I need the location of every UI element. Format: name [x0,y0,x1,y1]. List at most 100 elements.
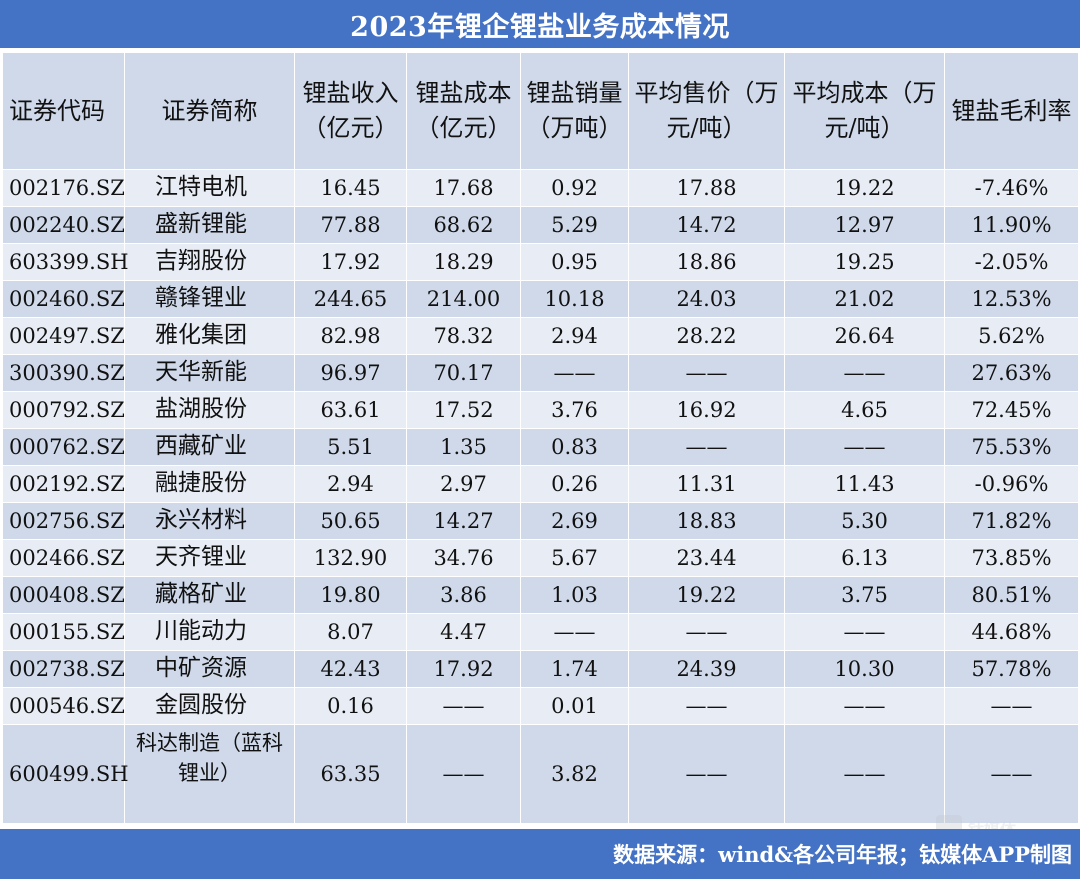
cell-margin: 57.78% [944,650,1079,688]
cell-volume: 10.18 [520,280,629,318]
cell-cost: 18.29 [406,243,521,281]
cell-revenue: 5.51 [294,428,407,466]
cell-margin: 11.90% [944,206,1079,244]
cell-avg-cost: 19.25 [784,243,945,281]
cell-avg-cost: —— [784,724,945,824]
cell-name: 川能动力 [124,613,295,651]
cell-name: 盐湖股份 [124,391,295,429]
cell-revenue: 19.80 [294,576,407,614]
cell-name: 科达制造（蓝科锂业） [124,724,295,824]
table-row: 000546.SZ 金圆股份 0.16 —— 0.01 —— —— —— [2,687,1079,725]
cost-table: 证券代码 证券简称 锂盐收入（亿元） 锂盐成本（亿元） 锂盐销量（万吨） 平均售… [2,52,1079,824]
table-title: 2023年锂企锂盐业务成本情况 [0,0,1080,48]
cell-code: 000408.SZ [2,576,125,614]
table-row: 000155.SZ 川能动力 8.07 4.47 —— —— —— 44.68% [2,613,1079,651]
cell-avg-cost: 12.97 [784,206,945,244]
cell-revenue: 16.45 [294,169,407,207]
cell-name-text: 科达制造（蓝科锂业） [136,731,283,786]
cell-code: 000762.SZ [2,428,125,466]
cell-volume: 3.76 [520,391,629,429]
cell-avg-price: 18.86 [628,243,785,281]
cell-cost: 1.35 [406,428,521,466]
cell-cost: 70.17 [406,354,521,392]
cell-volume: 0.95 [520,243,629,281]
cell-revenue: 82.98 [294,317,407,355]
cell-avg-cost: 21.02 [784,280,945,318]
cell-avg-cost: 11.43 [784,465,945,503]
cell-avg-price: —— [628,354,785,392]
cell-cost: —— [406,687,521,725]
cell-avg-price: 28.22 [628,317,785,355]
cell-name: 藏格矿业 [124,576,295,614]
table-row: 600499.SH 科达制造（蓝科锂业） 63.35 —— 3.82 —— ——… [2,724,1079,824]
cell-cost: 34.76 [406,539,521,577]
cell-avg-price: 24.39 [628,650,785,688]
cell-name: 西藏矿业 [124,428,295,466]
table-row: 000408.SZ 藏格矿业 19.80 3.86 1.03 19.22 3.7… [2,576,1079,614]
cell-volume: —— [520,613,629,651]
cell-code: 002497.SZ [2,317,125,355]
cell-cost: 4.47 [406,613,521,651]
cell-code: 002738.SZ [2,650,125,688]
cell-name: 永兴材料 [124,502,295,540]
col-header-avg-price: 平均售价（万元/吨） [628,52,785,170]
cell-avg-cost: —— [784,354,945,392]
table-row: 000792.SZ 盐湖股份 63.61 17.52 3.76 16.92 4.… [2,391,1079,429]
cell-avg-price: 17.88 [628,169,785,207]
cell-volume: —— [520,354,629,392]
cell-margin: -2.05% [944,243,1079,281]
cell-avg-price: 19.22 [628,576,785,614]
col-header-name: 证券简称 [124,52,295,170]
cell-name: 雅化集团 [124,317,295,355]
cell-name: 金圆股份 [124,687,295,725]
cell-revenue: 17.92 [294,243,407,281]
cell-margin: —— [944,724,1079,824]
cell-name: 中矿资源 [124,650,295,688]
table-row: 002738.SZ 中矿资源 42.43 17.92 1.74 24.39 10… [2,650,1079,688]
col-header-revenue: 锂盐收入（亿元） [294,52,407,170]
cell-code: 002756.SZ [2,502,125,540]
cell-avg-cost: 10.30 [784,650,945,688]
cell-cost: 17.52 [406,391,521,429]
cell-margin: 71.82% [944,502,1079,540]
cell-margin: —— [944,687,1079,725]
cell-name: 吉翔股份 [124,243,295,281]
cell-volume: 3.82 [520,724,629,824]
cell-code: 600499.SH [2,724,129,824]
col-header-margin: 锂盐毛利率 [944,52,1079,170]
cell-code: 300390.SZ [2,354,125,392]
source-footer: 数据来源：wind&各公司年报；钛媒体APP制图 [0,829,1080,879]
cell-revenue: 77.88 [294,206,407,244]
cell-avg-cost: 19.22 [784,169,945,207]
cell-revenue: 0.16 [294,687,407,725]
cell-avg-price: 11.31 [628,465,785,503]
cell-code: 002192.SZ [2,465,125,503]
cell-cost: 68.62 [406,206,521,244]
cell-cost: —— [406,724,521,824]
cell-code: 000155.SZ [2,613,125,651]
table-row: 002460.SZ 赣锋锂业 244.65 214.00 10.18 24.03… [2,280,1079,318]
col-header-cost: 锂盐成本（亿元） [406,52,521,170]
cell-code: 002466.SZ [2,539,125,577]
cell-avg-cost: —— [784,613,945,651]
cell-volume: 1.03 [520,576,629,614]
cell-avg-price: —— [628,613,785,651]
col-header-volume: 锂盐销量（万吨） [520,52,629,170]
table-row: 002192.SZ 融捷股份 2.94 2.97 0.26 11.31 11.4… [2,465,1079,503]
cell-avg-price: 18.83 [628,502,785,540]
cell-name: 赣锋锂业 [124,280,295,318]
cell-code: 002460.SZ [2,280,125,318]
cell-margin: -0.96% [944,465,1079,503]
cell-code: 603399.SH [2,243,129,281]
cell-revenue: 63.61 [294,391,407,429]
cell-revenue: 42.43 [294,650,407,688]
header-row: 证券代码 证券简称 锂盐收入（亿元） 锂盐成本（亿元） 锂盐销量（万吨） 平均售… [2,52,1079,170]
cell-margin: -7.46% [944,169,1079,207]
cell-margin: 44.68% [944,613,1079,651]
cell-avg-cost: 5.30 [784,502,945,540]
cell-margin: 80.51% [944,576,1079,614]
table-row: 603399.SH 吉翔股份 17.92 18.29 0.95 18.86 19… [2,243,1079,281]
cell-cost: 17.92 [406,650,521,688]
cell-cost: 3.86 [406,576,521,614]
